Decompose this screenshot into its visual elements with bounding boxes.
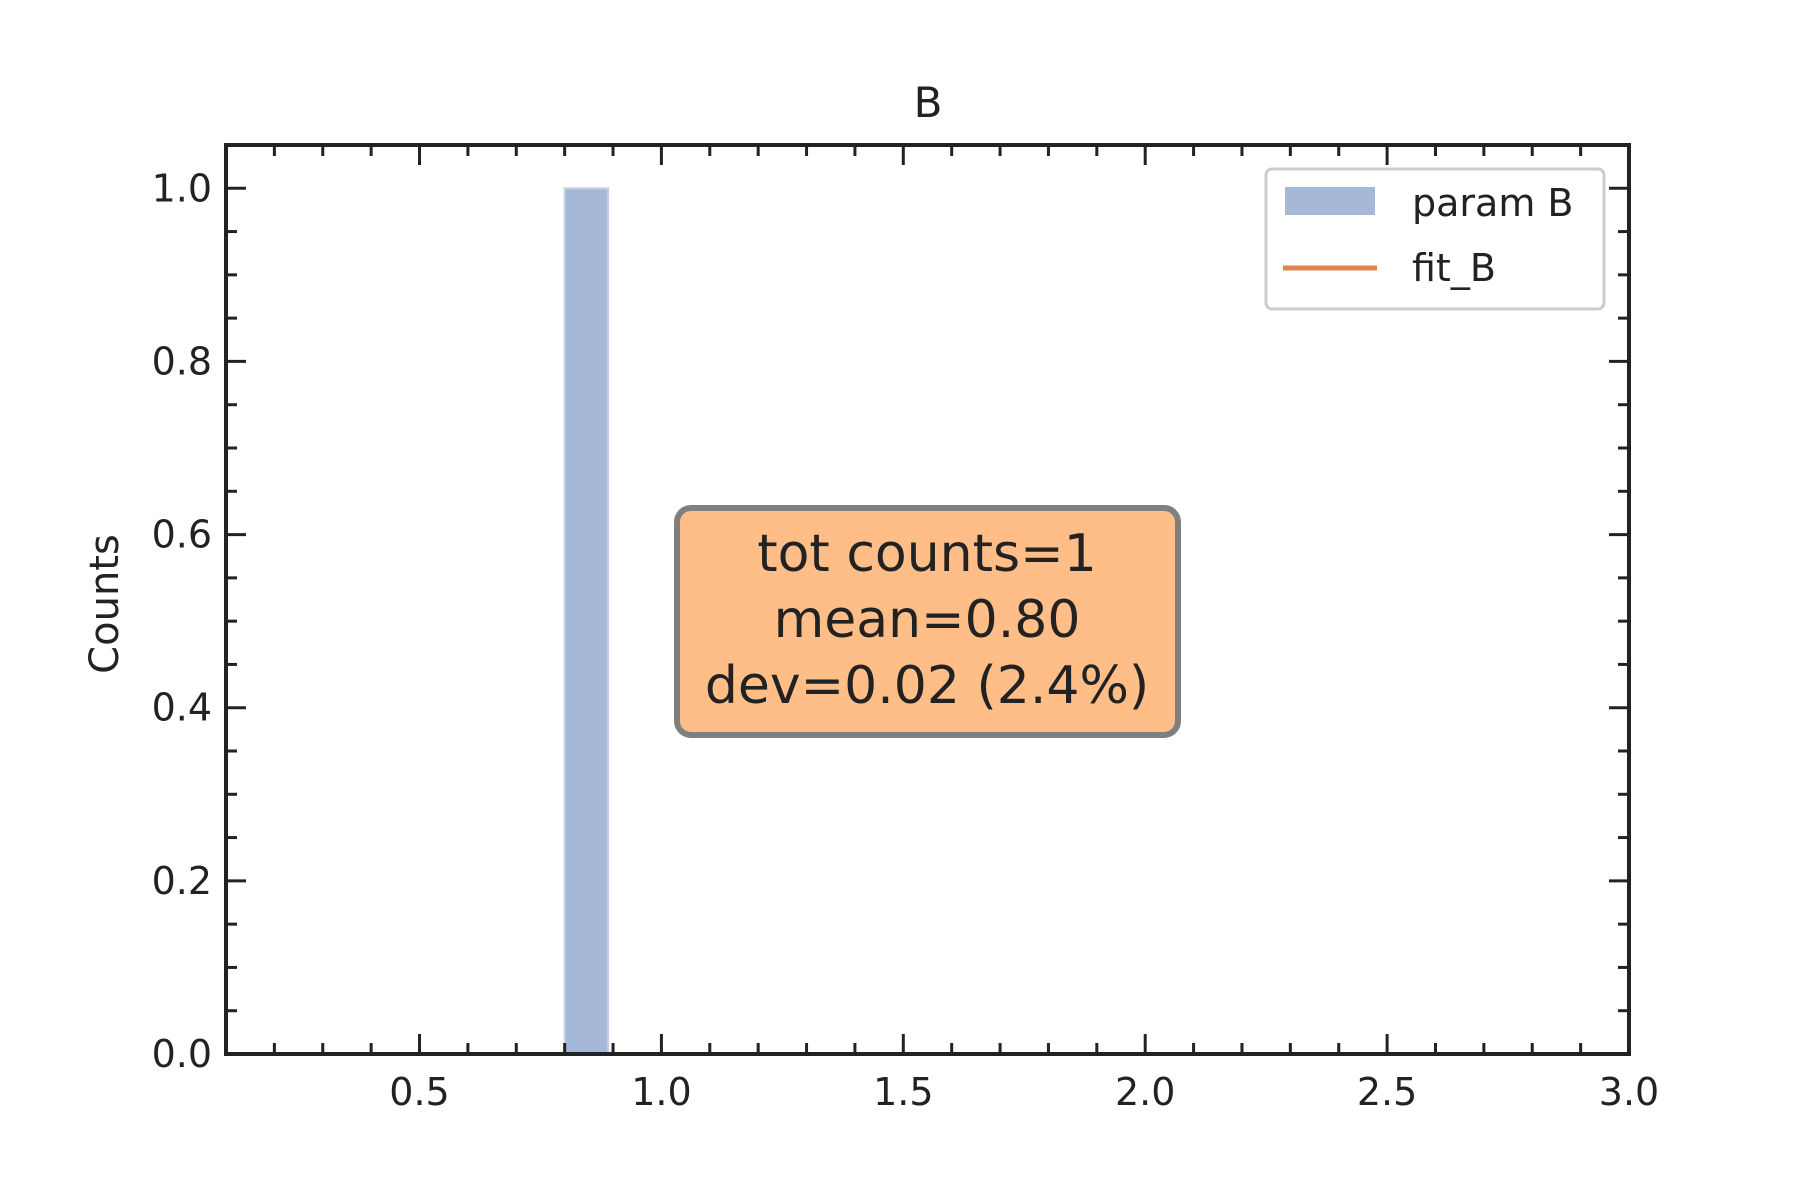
histogram-bar-0 <box>563 187 610 1056</box>
x-tick-label: 2.0 <box>1115 1070 1175 1114</box>
y-tick-label: 0.2 <box>152 859 212 903</box>
x-tick-label: 3.0 <box>1599 1070 1659 1114</box>
stats-line-dev: dev=0.02 (2.4%) <box>705 656 1149 716</box>
x-tick-labels: 0.5 1.0 1.5 2.0 2.5 3.0 <box>389 1070 1659 1114</box>
histogram-bars <box>563 187 610 1056</box>
y-tick-label: 0.4 <box>152 686 212 730</box>
stats-line-mean: mean=0.80 <box>774 590 1081 650</box>
x-tick-label: 1.5 <box>873 1070 933 1114</box>
y-tick-label: 0.8 <box>152 339 212 383</box>
chart-title: B <box>914 78 943 127</box>
legend: param B fit_B <box>1264 167 1606 311</box>
stats-annotation: tot counts=1 mean=0.80 dev=0.02 (2.4%) <box>674 505 1181 738</box>
plot-frame <box>224 143 1631 1056</box>
x-tick-label: 0.5 <box>389 1070 449 1114</box>
y-tick-labels: 0.0 0.2 0.4 0.6 0.8 1.0 <box>152 166 212 1076</box>
x-tick-label: 1.0 <box>631 1070 691 1114</box>
stats-annotation-box <box>674 505 1181 738</box>
y-tick-label: 0.6 <box>152 513 212 557</box>
legend-label-param-b: param B <box>1412 181 1573 225</box>
y-axis-label: Counts <box>82 534 128 674</box>
legend-label-fit-b: fit_B <box>1412 246 1496 290</box>
y-tick-label: 0.0 <box>152 1032 212 1076</box>
y-tick-label: 1.0 <box>152 166 212 210</box>
legend-swatch-param-b <box>1285 187 1375 215</box>
x-tick-label: 2.5 <box>1357 1070 1417 1114</box>
stats-line-counts: tot counts=1 <box>757 524 1097 584</box>
